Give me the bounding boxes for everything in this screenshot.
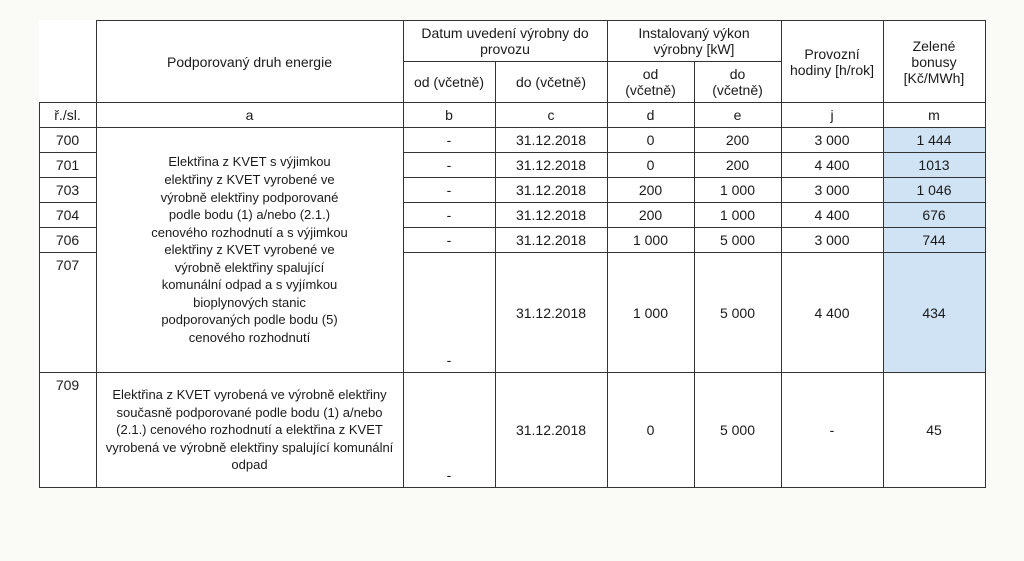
- col-code-row: ř./sl. a b c d e j m: [39, 103, 985, 128]
- header-druh: Podporovaný druh energie: [96, 21, 403, 103]
- cell-j: 3 000: [781, 128, 883, 153]
- cell-c: 31.12.2018: [495, 153, 607, 178]
- header-datum-od: od (včetně): [403, 62, 495, 103]
- cell-b: -: [403, 203, 495, 228]
- cell-c: 31.12.2018: [495, 128, 607, 153]
- code-e: e: [694, 103, 781, 128]
- cell-b: -: [403, 228, 495, 253]
- cell-d: 1 000: [607, 253, 694, 373]
- row-num: 700: [39, 128, 96, 153]
- cell-m: 676: [883, 203, 985, 228]
- row-num: 709: [39, 373, 96, 488]
- cell-d: 200: [607, 203, 694, 228]
- cell-c: 31.12.2018: [495, 253, 607, 373]
- cell-j: 4 400: [781, 153, 883, 178]
- cell-d: 1 000: [607, 228, 694, 253]
- cell-e: 5 000: [694, 253, 781, 373]
- row-num: 701: [39, 153, 96, 178]
- cell-e: 1 000: [694, 203, 781, 228]
- cell-m: 1 046: [883, 178, 985, 203]
- cell-d: 200: [607, 178, 694, 203]
- cell-b: -: [403, 373, 495, 488]
- cell-b: -: [403, 128, 495, 153]
- header-hodiny: Provozní hodiny [h/rok]: [781, 21, 883, 103]
- cell-c: 31.12.2018: [495, 373, 607, 488]
- cell-e: 1 000: [694, 178, 781, 203]
- cell-b: -: [403, 253, 495, 373]
- cell-m: 1 444: [883, 128, 985, 153]
- cell-b: -: [403, 178, 495, 203]
- header-datum: Datum uvedení výrobny do provozu: [403, 21, 607, 62]
- code-b: b: [403, 103, 495, 128]
- header-blank2: [39, 62, 96, 103]
- cell-e: 200: [694, 128, 781, 153]
- cell-m: 744: [883, 228, 985, 253]
- cell-e: 200: [694, 153, 781, 178]
- header-datum-do: do (včetně): [495, 62, 607, 103]
- cell-c: 31.12.2018: [495, 228, 607, 253]
- cell-j: 4 400: [781, 203, 883, 228]
- cell-j: 3 000: [781, 228, 883, 253]
- row-num: 707: [39, 253, 96, 373]
- cell-j: 4 400: [781, 253, 883, 373]
- cell-c: 31.12.2018: [495, 178, 607, 203]
- desc-group1: Elektřina z KVET s výjimkouelektřiny z K…: [96, 128, 403, 373]
- table-row: 709 Elektřina z KVET vyrobená ve výrobně…: [39, 373, 985, 488]
- cell-b: -: [403, 153, 495, 178]
- energy-table: Podporovaný druh energie Datum uvedení v…: [39, 20, 986, 488]
- header-vykon-od: od (včetně): [607, 62, 694, 103]
- code-d: d: [607, 103, 694, 128]
- cell-d: 0: [607, 373, 694, 488]
- table-row: 700 Elektřina z KVET s výjimkouelektřiny…: [39, 128, 985, 153]
- desc-group2: Elektřina z KVET vyrobená ve výrobně ele…: [96, 373, 403, 488]
- cell-j: -: [781, 373, 883, 488]
- header-vykon-do: do (včetně): [694, 62, 781, 103]
- cell-e: 5 000: [694, 228, 781, 253]
- code-m: m: [883, 103, 985, 128]
- code-c: c: [495, 103, 607, 128]
- row-num: 703: [39, 178, 96, 203]
- row-num: 704: [39, 203, 96, 228]
- row-num: 706: [39, 228, 96, 253]
- header-blank: [39, 21, 96, 62]
- cell-d: 0: [607, 128, 694, 153]
- cell-m: 1013: [883, 153, 985, 178]
- cell-c: 31.12.2018: [495, 203, 607, 228]
- header-bonusy: Zelené bonusy [Kč/MWh]: [883, 21, 985, 103]
- cell-e: 5 000: [694, 373, 781, 488]
- cell-d: 0: [607, 153, 694, 178]
- cell-j: 3 000: [781, 178, 883, 203]
- cell-m: 45: [883, 373, 985, 488]
- code-rsl: ř./sl.: [39, 103, 96, 128]
- code-a: a: [96, 103, 403, 128]
- code-j: j: [781, 103, 883, 128]
- header-vykon: Instalovaný výkon výrobny [kW]: [607, 21, 781, 62]
- cell-m: 434: [883, 253, 985, 373]
